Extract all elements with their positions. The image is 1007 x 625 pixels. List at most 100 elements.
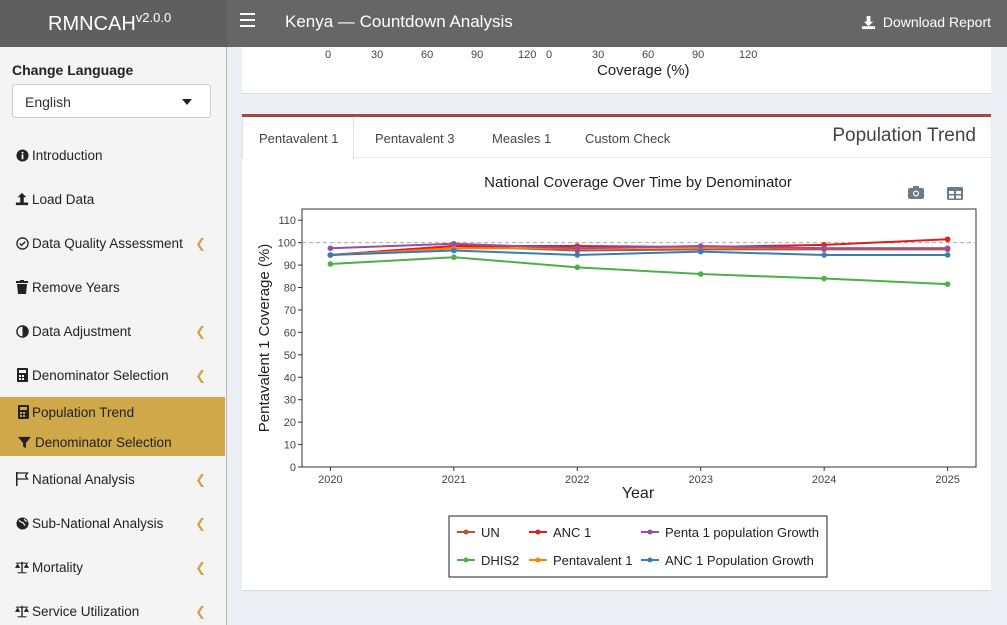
legend-label: ANC 1 [553, 525, 591, 540]
camera-icon[interactable] [908, 186, 924, 199]
download-report-button[interactable]: Download Report [861, 14, 991, 30]
chevron-left-icon: ❮ [195, 560, 206, 575]
data-point[interactable] [944, 281, 951, 287]
previous-chart-panel: 0 30 60 90 120 0 30 60 90 120 Coverage (… [242, 47, 991, 94]
series-line[interactable] [330, 256, 948, 286]
sidebar-item-data-adjustment[interactable]: Data Adjustment ❮ [0, 316, 226, 346]
sidebar-item-sub-national-analysis[interactable]: Sub-National Analysis ❮ [0, 508, 226, 538]
tab-label: Pentavalent 1 [259, 131, 339, 146]
axis-tick: 30 [371, 49, 384, 61]
legend-label: Pentavalent 1 [553, 553, 633, 568]
sidebar-toggle-icon[interactable] [240, 13, 255, 27]
caret-down-icon [182, 99, 192, 105]
axis-tick: 30 [592, 49, 605, 61]
data-point[interactable] [821, 245, 827, 252]
table-icon[interactable] [947, 187, 963, 200]
y-tick-label: 30 [284, 395, 296, 407]
data-point[interactable] [944, 252, 951, 258]
series-line[interactable] [330, 249, 948, 256]
population-trend-box: Pentavalent 1 Pentavalent 3 Measles 1 Cu… [242, 114, 991, 590]
chevron-left-icon: ❮ [195, 516, 206, 531]
legend-marker [535, 529, 541, 535]
sidebar: Change Language English Introduction Loa… [0, 47, 227, 625]
tab-pentavalent-1[interactable]: Pentavalent 1 [242, 117, 354, 159]
sidebar-subitem-population-trend[interactable]: Population Trend [0, 398, 225, 426]
sidebar-item-remove-years[interactable]: Remove Years [0, 272, 226, 302]
tab-measles-1[interactable]: Measles 1 [478, 117, 578, 158]
tab-custom-check[interactable]: Custom Check [578, 117, 688, 158]
data-point[interactable] [944, 245, 951, 252]
data-point[interactable] [327, 252, 334, 258]
legend-label: Penta 1 population Growth [665, 525, 819, 540]
check-circle-icon [15, 236, 29, 250]
sidebar-item-label: Denominator Selection [32, 367, 169, 383]
legend-label: DHIS2 [481, 553, 519, 568]
axis-tick: 90 [471, 49, 484, 61]
app-brand[interactable]: RMNCAHv2.0.0 [0, 0, 227, 47]
tab-label: Pentavalent 3 [375, 131, 455, 146]
x-tick-label: 2024 [812, 474, 836, 486]
trash-icon [15, 280, 29, 294]
legend-marker [647, 557, 653, 563]
data-point[interactable] [327, 261, 334, 267]
axis-tick: 0 [546, 49, 553, 61]
data-point[interactable] [697, 248, 704, 255]
sidebar-item-denominator-selection[interactable]: Denominator Selection ❮ [0, 360, 226, 390]
data-point[interactable] [821, 252, 827, 258]
data-point[interactable] [451, 254, 457, 261]
sidebar-item-national-analysis[interactable]: National Analysis ❮ [0, 464, 226, 494]
tab-pentavalent-3[interactable]: Pentavalent 3 [358, 117, 478, 158]
y-tick-label: 110 [278, 215, 296, 227]
coverage-line-chart: National Coverage Over Time by Denominat… [256, 174, 977, 578]
calculator-icon [18, 405, 29, 419]
data-point[interactable] [451, 247, 457, 254]
axis-tick: 60 [421, 49, 434, 61]
y-tick-label: 60 [284, 327, 296, 339]
axis-tick: 120 [739, 49, 758, 61]
sidebar-item-mortality[interactable]: Mortality ❮ [0, 552, 226, 582]
globe-icon [15, 516, 29, 530]
data-point[interactable] [821, 275, 827, 282]
tab-bar: Pentavalent 1 Pentavalent 3 Measles 1 Cu… [242, 117, 991, 159]
sidebar-item-data-quality-assessment[interactable]: Data Quality Assessment ❮ [0, 228, 226, 258]
language-select[interactable]: English [12, 84, 211, 118]
y-tick-label: 0 [290, 462, 296, 474]
sidebar-item-label: Introduction [32, 147, 103, 163]
data-point[interactable] [574, 252, 581, 258]
tab-label: Measles 1 [492, 131, 552, 146]
y-tick-label: 50 [284, 350, 296, 362]
data-point[interactable] [944, 236, 951, 243]
sidebar-item-label: Mortality [32, 559, 84, 575]
y-tick-label: 80 [284, 283, 296, 295]
sidebar-subitem-denominator-selection[interactable]: Denominator Selection [0, 428, 225, 456]
y-tick-label: 90 [284, 260, 296, 272]
legend-marker [463, 557, 469, 563]
language-label: Change Language [12, 62, 134, 78]
y-tick-label: 20 [284, 417, 296, 429]
chevron-left-icon: ❮ [195, 472, 206, 487]
data-point[interactable] [451, 240, 457, 247]
y-axis-label: Pentavalent 1 Coverage (%) [256, 244, 273, 432]
sidebar-item-introduction[interactable]: Introduction [0, 140, 226, 170]
calculator-icon [15, 368, 29, 382]
data-point[interactable] [574, 264, 581, 271]
data-point[interactable] [327, 245, 334, 252]
upload-icon [15, 192, 29, 206]
sidebar-item-service-utilization[interactable]: Service Utilization ❮ [0, 596, 226, 625]
series-line[interactable] [330, 242, 948, 250]
data-point[interactable] [574, 245, 581, 252]
language-value: English [25, 94, 71, 110]
info-circle-icon [15, 148, 29, 162]
balance-scale-icon [15, 560, 29, 574]
sidebar-subitem-label: Population Trend [32, 404, 135, 420]
data-point[interactable] [697, 243, 704, 249]
data-point[interactable] [697, 271, 704, 277]
filter-icon [18, 436, 31, 449]
sidebar-subitem-label: Denominator Selection [35, 434, 172, 450]
balance-scale-icon [15, 604, 29, 618]
sidebar-item-label: Data Quality Assessment [32, 235, 183, 251]
sidebar-item-label: Sub-National Analysis [32, 515, 164, 531]
legend-marker [535, 557, 541, 563]
x-tick-label: 2022 [565, 474, 589, 486]
sidebar-item-load-data[interactable]: Load Data [0, 184, 226, 214]
